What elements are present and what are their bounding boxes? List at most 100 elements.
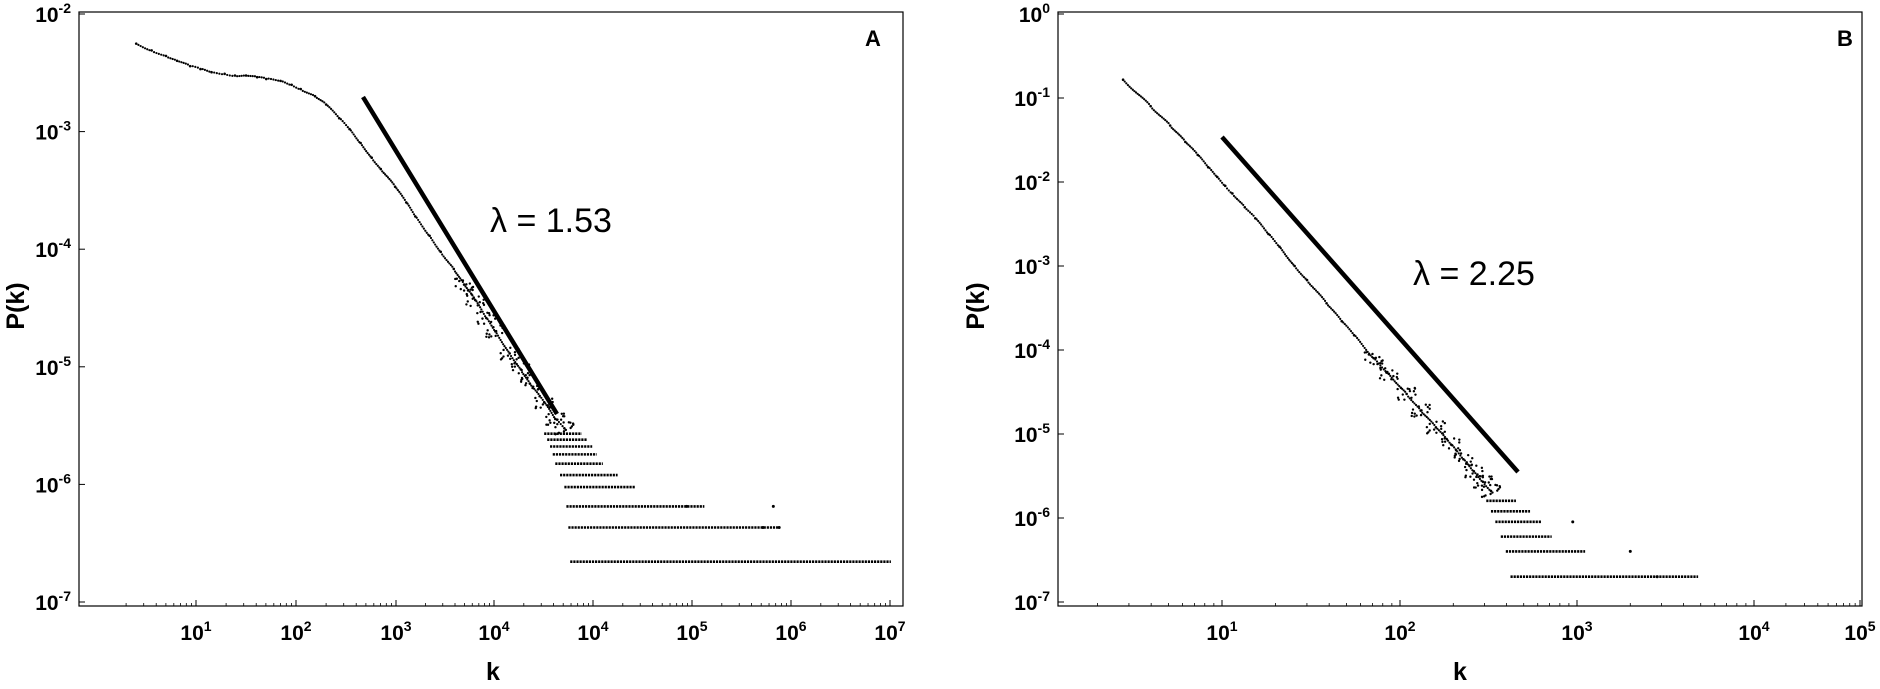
- y-tick-base: 10: [1014, 340, 1037, 363]
- data-point: [367, 153, 371, 156]
- data-point: [537, 392, 540, 396]
- data-point: [528, 373, 531, 377]
- data-point: [1465, 468, 1468, 472]
- data-point: [339, 118, 343, 121]
- data-point: [191, 65, 194, 68]
- data-point: [547, 412, 550, 416]
- y-tick-label: 10-3: [35, 118, 71, 145]
- data-point: [459, 287, 462, 291]
- data-point: [504, 346, 507, 350]
- data-point: [1383, 378, 1386, 381]
- data-point: [526, 372, 530, 375]
- data-point: [485, 335, 488, 338]
- data-point: [1217, 177, 1220, 180]
- data-point: [231, 74, 234, 77]
- data-point: [1480, 466, 1484, 470]
- data-point: [1435, 431, 1438, 434]
- data-point: [1401, 393, 1404, 396]
- data-point: [196, 66, 199, 69]
- data-point: [499, 352, 502, 355]
- data-point: [1440, 438, 1444, 441]
- data-point: [1428, 403, 1431, 407]
- data-point: [223, 72, 226, 76]
- data-point: [1191, 148, 1195, 151]
- data-point: [1187, 143, 1190, 146]
- data-point: [541, 403, 545, 406]
- data-point: [535, 384, 539, 388]
- data-point: [1469, 475, 1472, 478]
- data-point: [553, 421, 556, 425]
- data-point: [1307, 281, 1310, 284]
- data-point: [1245, 208, 1248, 211]
- data-point: [1331, 308, 1334, 312]
- x-tick-exponent: 1: [1230, 618, 1238, 634]
- data-point: [508, 352, 511, 355]
- data-point: [186, 63, 190, 66]
- data-point: [535, 399, 538, 403]
- data-point: [482, 322, 486, 325]
- data-point: [244, 74, 248, 77]
- data-point: [1210, 168, 1213, 172]
- data-point: [469, 288, 472, 291]
- data-point: [1480, 484, 1484, 487]
- data-point: [283, 81, 287, 84]
- data-point: [1336, 313, 1339, 317]
- data-point: [486, 318, 489, 321]
- data-point: [326, 104, 329, 107]
- data-point: [331, 109, 334, 112]
- data-point: [516, 364, 520, 367]
- data-point: [363, 148, 366, 151]
- data-point: [435, 245, 438, 248]
- data-point: [372, 159, 375, 162]
- data-point: [382, 171, 385, 174]
- data-point: [134, 42, 138, 45]
- data-point: [251, 74, 254, 78]
- data-point: [1257, 219, 1260, 223]
- data-point: [1478, 477, 1482, 481]
- y-tick-exponent: -7: [1038, 588, 1051, 604]
- data-point: [336, 114, 339, 118]
- data-point: [1427, 417, 1430, 420]
- data-point: [286, 82, 289, 85]
- data-point: [1371, 352, 1374, 356]
- data-point: [1491, 491, 1494, 494]
- data-point: [1454, 449, 1458, 452]
- y-tick-label: 10-6: [35, 470, 71, 497]
- data-point: [1440, 427, 1443, 431]
- data-point: [487, 320, 490, 323]
- data-point: [1134, 91, 1138, 94]
- data-point: [471, 297, 474, 301]
- data-point: [1121, 78, 1125, 82]
- outlier-point: [1571, 520, 1575, 524]
- data-point: [428, 234, 431, 238]
- data-point: [1376, 362, 1379, 366]
- data-point: [1469, 467, 1473, 470]
- x-tick-base: 10: [577, 622, 600, 645]
- x-tick-base: 10: [280, 622, 303, 645]
- x-tick-label: 107: [874, 618, 905, 645]
- data-point: [1147, 102, 1151, 106]
- data-point: [1441, 420, 1445, 423]
- data-point: [513, 362, 516, 365]
- data-point: [552, 415, 556, 419]
- data-point: [556, 422, 559, 426]
- x-tick-base: 10: [478, 622, 501, 645]
- x-tick-exponent: 3: [404, 618, 412, 634]
- data-point: [321, 100, 324, 103]
- data-point: [429, 236, 433, 240]
- data-point: [292, 85, 296, 88]
- data-point: [517, 372, 520, 375]
- data-point: [493, 311, 496, 314]
- data-point: [1311, 286, 1315, 289]
- data-point: [432, 241, 435, 244]
- data-point: [1279, 247, 1282, 250]
- data-point: [513, 351, 517, 354]
- x-tick-label: 104: [478, 618, 509, 645]
- data-point: [1458, 438, 1461, 441]
- data-point: [454, 277, 457, 281]
- data-point: [297, 87, 300, 90]
- data-point: [258, 75, 261, 79]
- data-point: [1175, 130, 1178, 134]
- data-point: [1357, 338, 1360, 342]
- data-point: [167, 56, 170, 59]
